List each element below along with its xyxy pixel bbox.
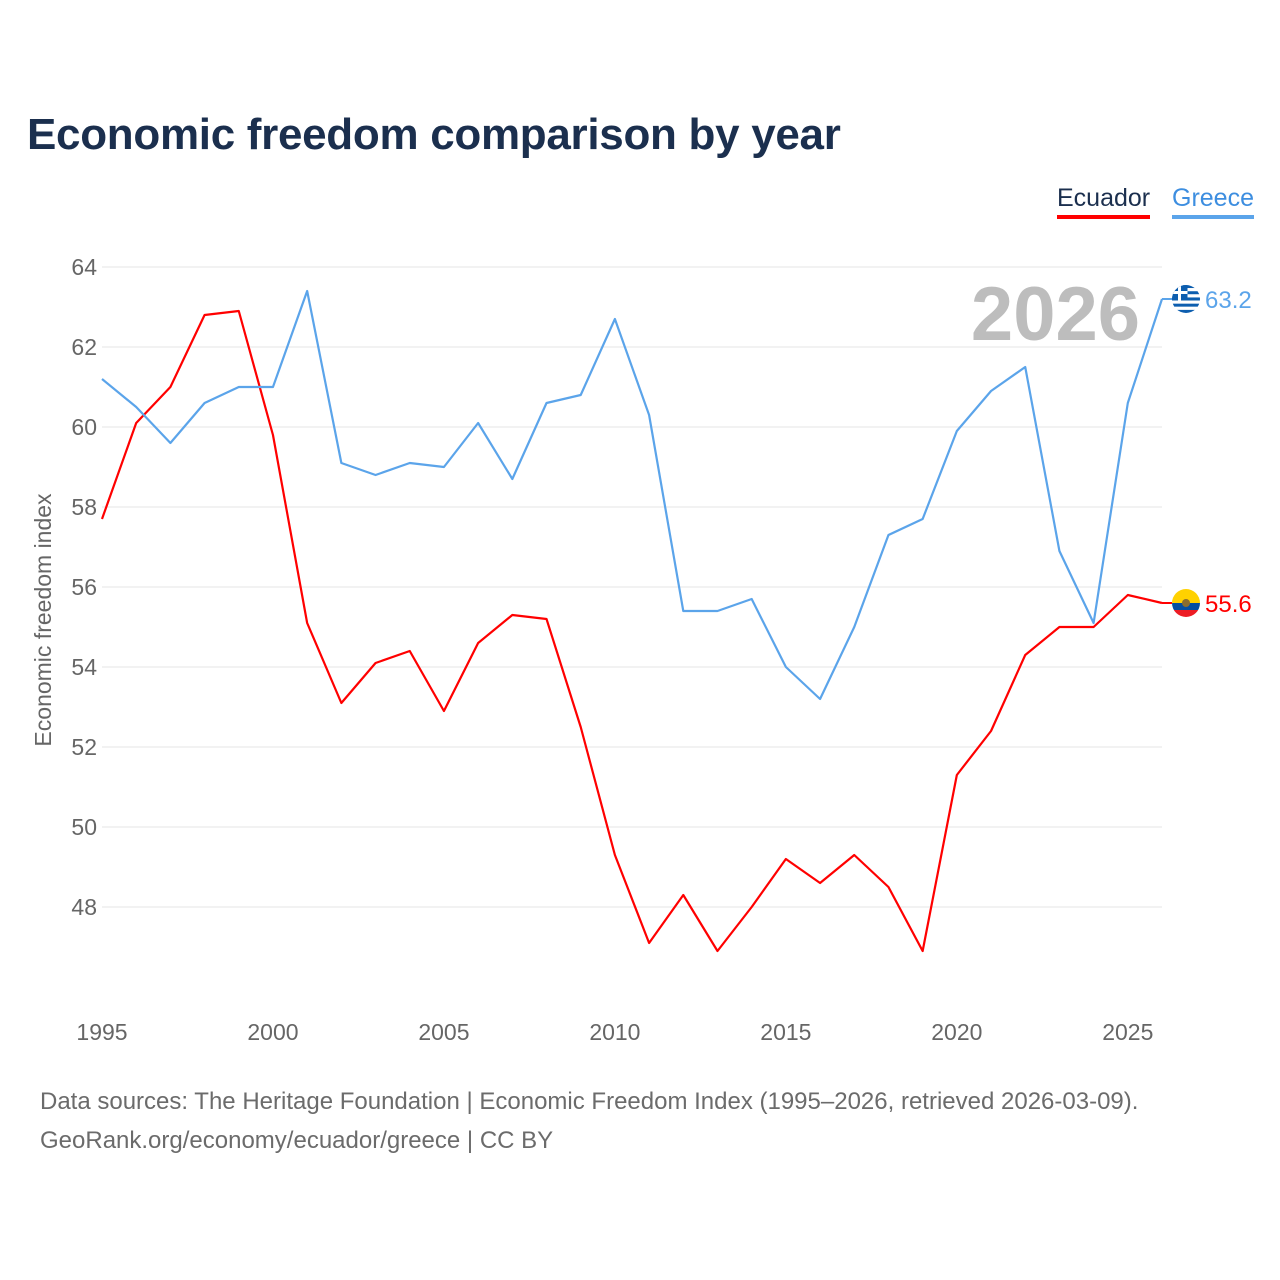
series-line-greece: [101, 289, 1164, 701]
greece-flag-icon: [1172, 285, 1200, 313]
x-tick-label: 2025: [1102, 1019, 1153, 1045]
y-axis-label: Economic freedom index: [30, 493, 56, 747]
y-tick-label: 50: [71, 814, 97, 840]
data-source: Data sources: The Heritage Foundation | …: [40, 1088, 1139, 1115]
x-tick-label: 2010: [589, 1019, 640, 1045]
x-tick-label: 2015: [760, 1019, 811, 1045]
x-tick-label: 1995: [76, 1019, 127, 1045]
chart-title: Economic freedom comparison by year: [27, 110, 841, 159]
end-value-label: 63.2: [1205, 287, 1252, 314]
y-tick-label: 52: [71, 734, 97, 760]
y-tick-label: 54: [71, 654, 97, 680]
ecuador-flag-icon: [1172, 589, 1200, 617]
legend-greece[interactable]: Greece: [1172, 184, 1254, 219]
x-tick-label: 2000: [247, 1019, 298, 1045]
y-tick-label: 62: [71, 334, 97, 360]
x-tick-label: 2005: [418, 1019, 469, 1045]
y-tick-label: 48: [71, 894, 97, 920]
series-line-ecuador: [100, 309, 1163, 953]
end-value-label: 55.6: [1205, 591, 1252, 618]
credit-link[interactable]: GeoRank.org/economy/ecuador/greece | CC …: [40, 1127, 554, 1154]
y-tick-label: 60: [71, 414, 97, 440]
legend-ecuador[interactable]: Ecuador: [1057, 184, 1151, 219]
year-watermark: 2026: [971, 272, 1140, 357]
x-tick-label: 2020: [931, 1019, 982, 1045]
y-tick-label: 56: [71, 574, 97, 600]
y-tick-label: 64: [71, 254, 97, 280]
y-tick-label: 58: [71, 494, 97, 520]
